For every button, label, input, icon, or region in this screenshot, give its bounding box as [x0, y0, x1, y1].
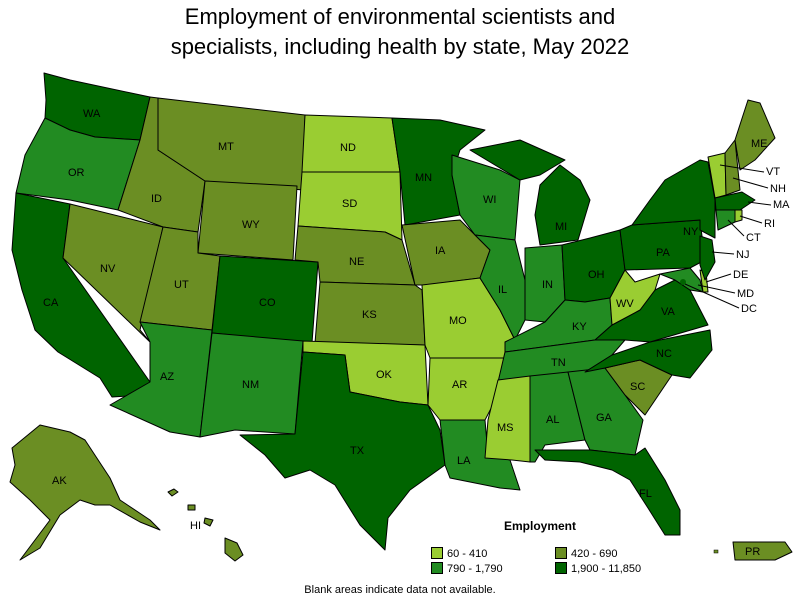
state-NC[interactable]	[584, 329, 713, 379]
label-leader-lines	[684, 164, 772, 309]
label-WV: WV	[616, 298, 634, 310]
state-TX[interactable]	[239, 351, 446, 551]
map-title-line-2: specialists, including health by state, …	[170, 34, 630, 59]
label-KY: KY	[572, 321, 587, 333]
label-MO: MO	[449, 315, 467, 327]
label-NE: NE	[349, 256, 364, 268]
label-NY: NY	[683, 226, 699, 238]
label-AL: AL	[546, 414, 559, 426]
label-ME: ME	[751, 138, 768, 150]
label-MT: MT	[218, 141, 234, 153]
label-SC: SC	[630, 381, 645, 393]
state-MA[interactable]	[714, 191, 756, 211]
label-MS: MS	[497, 422, 514, 434]
label-MD: MD	[737, 288, 754, 300]
label-CO: CO	[259, 297, 276, 309]
legend-label-1: 60 - 410	[447, 548, 488, 560]
label-AZ: AZ	[160, 371, 174, 383]
state-RI[interactable]	[734, 209, 743, 223]
label-VT: VT	[766, 166, 780, 178]
state-AK[interactable]	[9, 424, 161, 561]
label-NC: NC	[656, 348, 672, 360]
label-WY: WY	[242, 219, 260, 231]
legend-label-3: 790 - 1,790	[447, 563, 503, 575]
map-title-line-1: Employment of environmental scientists a…	[184, 4, 616, 29]
state-WV[interactable]	[609, 269, 661, 326]
label-RI: RI	[764, 218, 775, 230]
label-WA: WA	[83, 108, 101, 120]
label-OH: OH	[588, 269, 605, 281]
label-NJ: NJ	[736, 249, 749, 261]
legend-title: Employment	[504, 519, 577, 533]
label-KS: KS	[362, 309, 377, 321]
label-NM: NM	[242, 379, 259, 391]
label-ND: ND	[340, 142, 356, 154]
label-GA: GA	[596, 412, 613, 424]
label-OK: OK	[376, 369, 393, 381]
footnote: Blank areas indicate data not available.	[304, 584, 496, 596]
label-AK: AK	[52, 475, 67, 487]
state-NY[interactable]	[631, 159, 716, 239]
map-title: Employment of environmental scientists a…	[0, 2, 800, 62]
label-AR: AR	[452, 379, 467, 391]
legend-swatch-2	[555, 547, 567, 559]
label-ID: ID	[151, 193, 162, 205]
label-LA: LA	[457, 455, 471, 467]
label-IN: IN	[542, 279, 553, 291]
legend-swatch-3	[431, 562, 443, 574]
legend-item-1900-11850: 1,900 - 11,850	[555, 562, 641, 575]
label-TX: TX	[350, 445, 365, 457]
label-DC: DC	[741, 303, 757, 315]
legend-swatch-4	[555, 562, 567, 574]
label-SD: SD	[342, 198, 357, 210]
state-NH[interactable]	[724, 139, 741, 196]
legend-swatch-1	[431, 547, 443, 559]
state-HI[interactable]	[167, 488, 244, 562]
label-IL: IL	[498, 284, 507, 296]
legend-item-790-1790: 790 - 1,790	[431, 562, 503, 575]
label-IA: IA	[435, 245, 446, 257]
label-UT: UT	[174, 279, 189, 291]
state-PR[interactable]	[732, 541, 793, 561]
legend-item-420-690: 420 - 690	[555, 547, 617, 560]
state-NM[interactable]	[199, 332, 304, 438]
legend-item-60-410: 60 - 410	[431, 547, 487, 560]
state-labels: WA OR CA ID NV MT WY UT AZ CO NM ND SD N…	[43, 108, 790, 558]
label-MI: MI	[555, 221, 567, 233]
state-MI[interactable]	[469, 139, 591, 246]
label-FL: FL	[639, 488, 652, 500]
label-PA: PA	[656, 247, 671, 259]
label-HI: HI	[190, 520, 201, 532]
state-ME[interactable]	[734, 99, 776, 171]
state-DC[interactable]	[680, 279, 686, 285]
label-OR: OR	[68, 167, 85, 179]
state-NJ[interactable]	[699, 235, 716, 281]
label-DE: DE	[733, 269, 748, 281]
legend-label-4: 1,900 - 11,850	[571, 563, 642, 575]
label-CT: CT	[746, 232, 761, 244]
state-NV[interactable]	[62, 203, 164, 343]
legend-label-2: 420 - 690	[571, 548, 618, 560]
label-NV: NV	[100, 263, 116, 275]
label-MA: MA	[773, 199, 790, 211]
label-PR: PR	[745, 546, 760, 558]
label-WI: WI	[483, 194, 496, 206]
label-NH: NH	[770, 183, 786, 195]
label-MN: MN	[415, 172, 432, 184]
label-VA: VA	[661, 306, 676, 318]
pr-islet	[713, 549, 719, 554]
state-FL[interactable]	[534, 447, 681, 536]
label-CA: CA	[43, 297, 59, 309]
label-TN: TN	[551, 357, 566, 369]
state-CT[interactable]	[715, 209, 736, 231]
